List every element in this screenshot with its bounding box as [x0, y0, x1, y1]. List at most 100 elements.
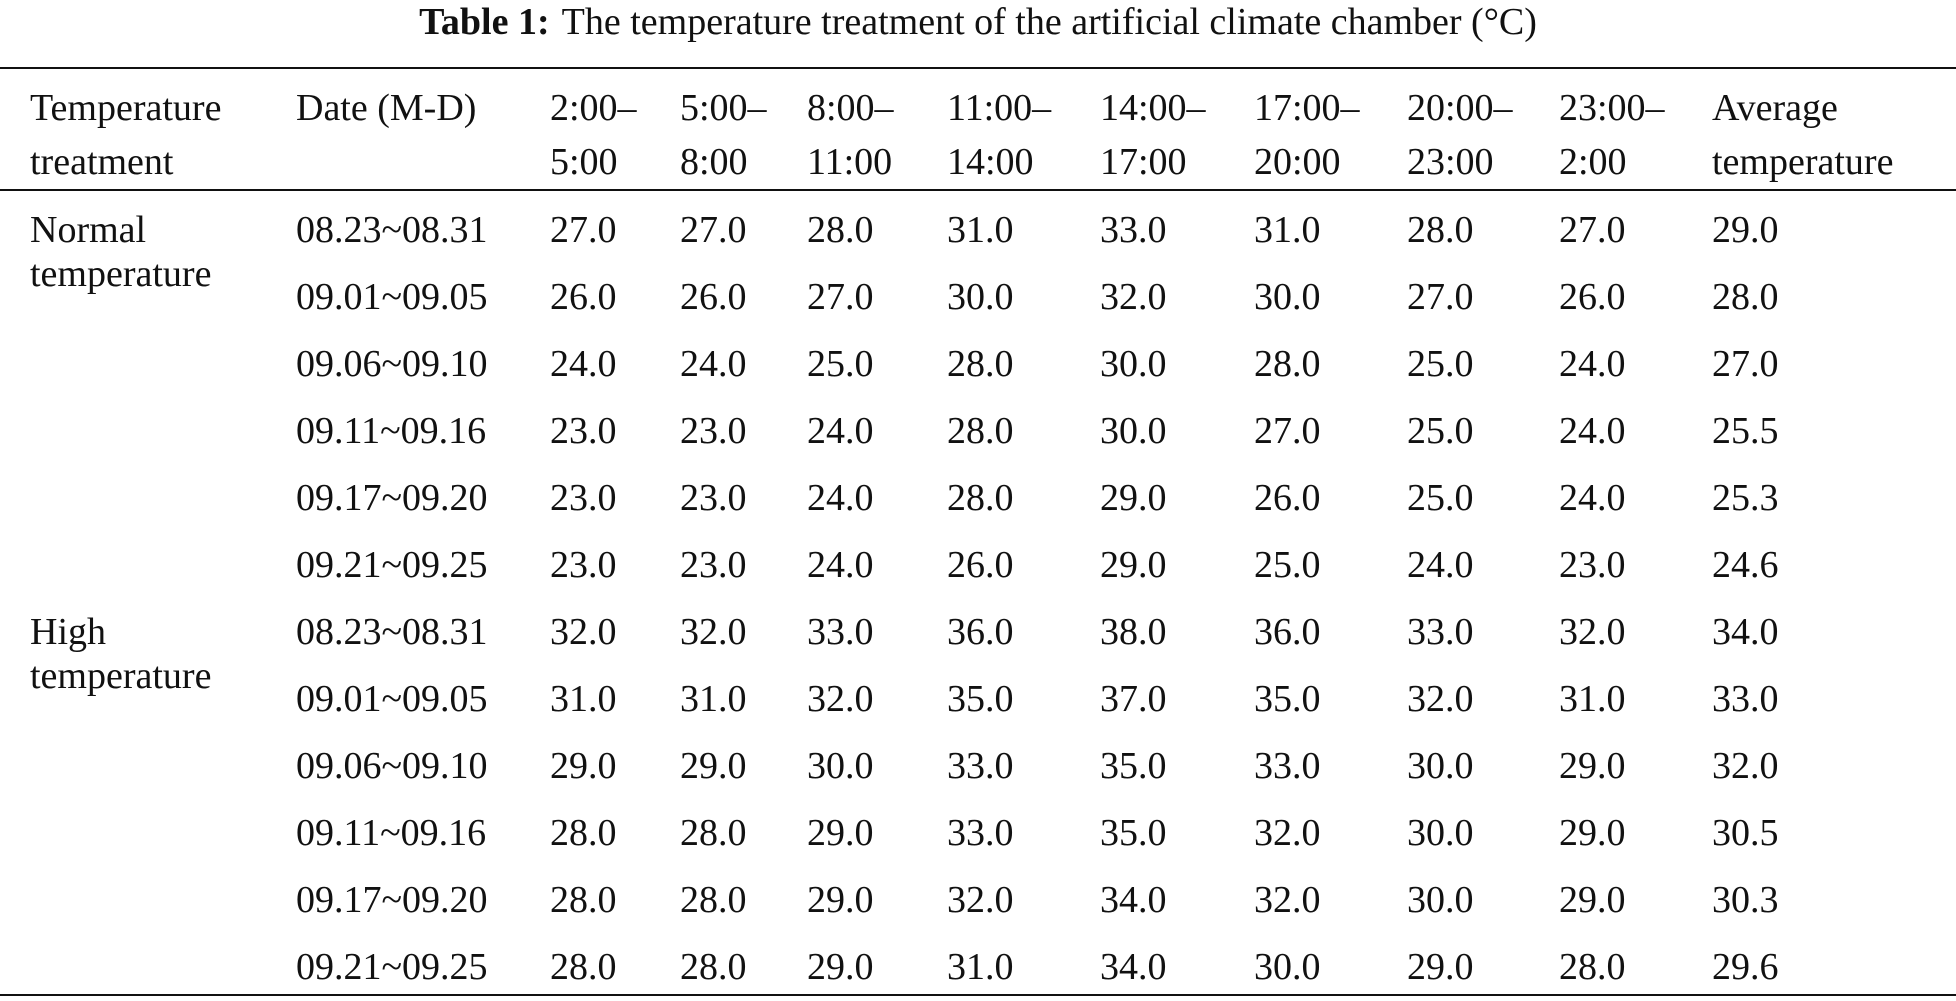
value-cell: 38.0: [1100, 611, 1167, 653]
value-cell: 31.0: [947, 209, 1014, 251]
value-cell: 28.0: [947, 477, 1014, 519]
header-cell: 14:00–: [1100, 87, 1206, 129]
value-cell: 28.0: [550, 812, 617, 854]
date-cell: 09.01~09.05: [296, 678, 488, 720]
value-cell: 23.0: [1559, 544, 1626, 586]
value-cell: 24.0: [1407, 544, 1474, 586]
value-cell: 27.0: [680, 209, 747, 251]
value-cell: 26.0: [1559, 276, 1626, 318]
value-cell: 27.0: [1712, 343, 1779, 385]
bottom-rule: [0, 994, 1956, 996]
value-cell: 25.0: [1407, 343, 1474, 385]
value-cell: 23.0: [550, 477, 617, 519]
value-cell: 23.0: [680, 410, 747, 452]
header-cell: 23:00–: [1559, 87, 1665, 129]
value-cell: 34.0: [1100, 879, 1167, 921]
value-cell: 25.0: [1254, 544, 1321, 586]
header-cell: 14:00: [947, 141, 1034, 183]
value-cell: 25.5: [1712, 410, 1779, 452]
caption-label: Table 1:: [419, 1, 550, 43]
value-cell: 31.0: [550, 678, 617, 720]
value-cell: 29.0: [807, 812, 874, 854]
value-cell: 32.0: [807, 678, 874, 720]
value-cell: 33.0: [947, 745, 1014, 787]
date-cell: 09.11~09.16: [296, 812, 487, 854]
value-cell: 24.0: [1559, 477, 1626, 519]
group-label: Normal: [30, 209, 147, 251]
value-cell: 23.0: [550, 410, 617, 452]
value-cell: 32.0: [550, 611, 617, 653]
value-cell: 32.0: [1407, 678, 1474, 720]
value-cell: 24.0: [1559, 410, 1626, 452]
table-caption: Table 1: The temperature treatment of the…: [0, 0, 1956, 44]
value-cell: 35.0: [1254, 678, 1321, 720]
value-cell: 23.0: [680, 544, 747, 586]
value-cell: 33.0: [1254, 745, 1321, 787]
value-cell: 28.0: [550, 946, 617, 988]
value-cell: 25.0: [1407, 410, 1474, 452]
value-cell: 26.0: [550, 276, 617, 318]
header-cell: 5:00–: [680, 87, 767, 129]
value-cell: 29.0: [807, 946, 874, 988]
value-cell: 29.0: [1559, 812, 1626, 854]
value-cell: 28.0: [550, 879, 617, 921]
value-cell: 24.0: [680, 343, 747, 385]
value-cell: 30.0: [1254, 276, 1321, 318]
value-cell: 24.0: [1559, 343, 1626, 385]
date-cell: 09.06~09.10: [296, 745, 488, 787]
value-cell: 26.0: [1254, 477, 1321, 519]
header-cell: 20:00–: [1407, 87, 1513, 129]
value-cell: 27.0: [1254, 410, 1321, 452]
value-cell: 27.0: [1559, 209, 1626, 251]
header-cell: 17:00: [1100, 141, 1187, 183]
value-cell: 28.0: [680, 879, 747, 921]
value-cell: 29.0: [1407, 946, 1474, 988]
header-rule: [0, 189, 1956, 191]
value-cell: 23.0: [550, 544, 617, 586]
value-cell: 30.0: [947, 276, 1014, 318]
date-cell: 08.23~08.31: [296, 209, 488, 251]
value-cell: 32.0: [1712, 745, 1779, 787]
value-cell: 30.0: [1407, 812, 1474, 854]
value-cell: 30.0: [1100, 410, 1167, 452]
value-cell: 29.0: [1559, 879, 1626, 921]
value-cell: 32.0: [1254, 879, 1321, 921]
header-cell: 5:00: [550, 141, 618, 183]
value-cell: 29.0: [1100, 544, 1167, 586]
value-cell: 28.0: [680, 812, 747, 854]
value-cell: 32.0: [1254, 812, 1321, 854]
date-cell: 09.01~09.05: [296, 276, 488, 318]
value-cell: 27.0: [550, 209, 617, 251]
caption-text: The temperature treatment of the artific…: [561, 1, 1537, 43]
header-cell: 23:00: [1407, 141, 1494, 183]
header-cell: 8:00–: [807, 87, 894, 129]
value-cell: 27.0: [807, 276, 874, 318]
header-cell: 2:00–: [550, 87, 637, 129]
value-cell: 35.0: [947, 678, 1014, 720]
value-cell: 35.0: [1100, 812, 1167, 854]
value-cell: 29.0: [1712, 209, 1779, 251]
value-cell: 37.0: [1100, 678, 1167, 720]
value-cell: 29.0: [807, 879, 874, 921]
value-cell: 31.0: [947, 946, 1014, 988]
header-cell: treatment: [30, 141, 174, 183]
date-cell: 09.21~09.25: [296, 946, 488, 988]
value-cell: 24.6: [1712, 544, 1779, 586]
header-cell: Temperature: [30, 87, 222, 129]
value-cell: 34.0: [1100, 946, 1167, 988]
value-cell: 31.0: [1254, 209, 1321, 251]
value-cell: 31.0: [680, 678, 747, 720]
value-cell: 28.0: [1712, 276, 1779, 318]
date-cell: 08.23~08.31: [296, 611, 488, 653]
header-cell: 11:00: [807, 141, 893, 183]
value-cell: 29.0: [1100, 477, 1167, 519]
value-cell: 33.0: [947, 812, 1014, 854]
value-cell: 30.0: [1407, 745, 1474, 787]
value-cell: 32.0: [947, 879, 1014, 921]
value-cell: 30.0: [1407, 879, 1474, 921]
header-cell: Date (M-D): [296, 87, 477, 129]
value-cell: 28.0: [807, 209, 874, 251]
value-cell: 32.0: [680, 611, 747, 653]
value-cell: 32.0: [1559, 611, 1626, 653]
